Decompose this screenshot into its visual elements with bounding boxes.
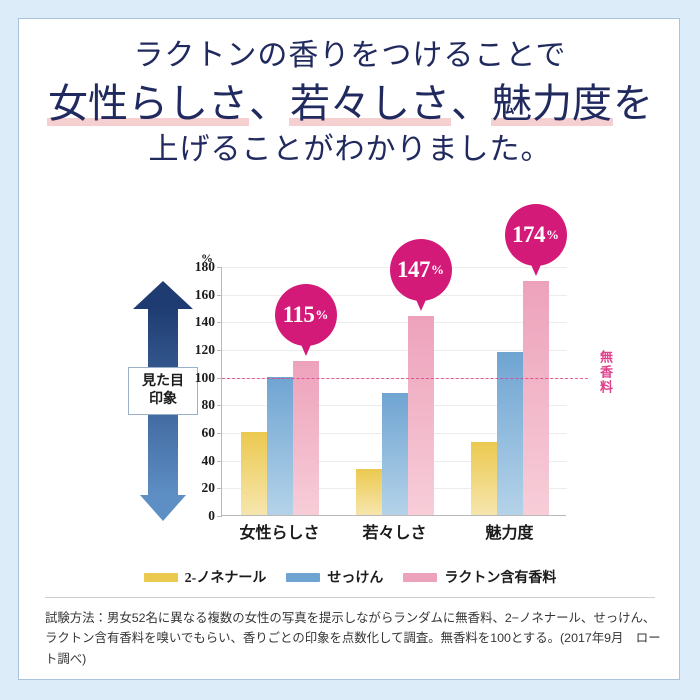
callout-number: 147	[397, 256, 431, 282]
y-axis-tick	[217, 377, 222, 379]
gridline	[222, 350, 567, 351]
x-axis-label: 女性らしさ	[239, 525, 320, 542]
gridline	[222, 294, 567, 296]
headline-highlight-term: 若々しさ	[289, 81, 451, 126]
arrow-up-label: アップ	[201, 311, 216, 356]
value-callout-bubble: 115%	[274, 284, 337, 347]
gridline	[222, 322, 567, 324]
y-axis-unit: %	[201, 251, 213, 265]
callout-unit: %	[546, 227, 559, 243]
y-axis-tick-label: 20	[201, 480, 216, 496]
y-axis-tick	[217, 294, 222, 296]
bar	[381, 393, 408, 515]
callout-number: 115	[282, 302, 315, 328]
legend-swatch	[143, 572, 178, 582]
bar	[470, 441, 497, 515]
value-callout-bubble: 174%	[504, 204, 567, 267]
bar	[355, 469, 382, 515]
value-callout-bubble: 147%	[389, 238, 452, 301]
y-axis-tick-label: 160	[194, 286, 215, 302]
impression-box-line-2: 印象	[149, 391, 177, 407]
legend-item: せっけん	[286, 567, 383, 587]
headline-highlight-term: 女性らしさ	[47, 81, 249, 126]
y-axis-tick-label: 100	[194, 369, 215, 385]
legend-item: ラクトン含有香料	[403, 567, 556, 587]
headline-line-2: 女性らしさ、若々しさ、魅力度を	[19, 81, 681, 126]
legend-swatch	[403, 572, 438, 582]
y-axis-tick-label: 120	[194, 342, 215, 357]
y-axis-tick	[217, 516, 222, 517]
reference-line	[222, 377, 588, 379]
callout-unit: %	[315, 307, 329, 323]
y-axis-tick	[217, 322, 222, 324]
y-axis-tick	[217, 350, 222, 351]
legend-label: せっけん	[327, 571, 384, 586]
y-axis-tick	[217, 405, 222, 407]
y-axis-tick-label: 180	[194, 259, 215, 274]
bar-chart: % 0 20 40 60 80 100 120 140 160 180 女性らしさ 115% 若々しさ 1…	[19, 204, 681, 542]
bar	[407, 315, 434, 515]
headline: ラクトンの香りをつけることで 女性らしさ、若々しさ、魅力度を 上げることがわかり…	[19, 41, 681, 165]
y-axis-tick-label: 140	[194, 314, 215, 330]
y-axis-tick-label: 60	[201, 425, 216, 440]
y-axis-tick	[217, 460, 222, 462]
y-axis-tick-label: 0	[208, 508, 215, 523]
bar	[240, 432, 267, 515]
callout-number: 174	[512, 222, 546, 248]
callout-unit: %	[431, 261, 444, 277]
bar	[496, 351, 523, 515]
arrow-down-label: ダウン	[201, 446, 216, 491]
y-axis-tick	[217, 433, 222, 434]
plot-area: 0 20 40 60 80 100 120 140 160 180 女性らしさ 115% 若々しさ 147…	[195, 204, 613, 542]
bar	[522, 281, 549, 515]
legend-item: 2-ノネナール	[143, 567, 267, 587]
x-axis-label: 魅力度	[485, 525, 534, 542]
headline-plain-text: を	[613, 81, 653, 126]
bar	[292, 361, 319, 515]
y-axis-tick	[217, 267, 222, 268]
headline-highlight-term: 魅力度	[491, 81, 613, 126]
legend-label: 2-ノネナール	[184, 571, 267, 586]
arrow-up-head-icon	[133, 281, 193, 309]
headline-plain-text: 、	[249, 81, 289, 126]
chart-legend: 2-ノネナール せっけん ラクトン含有香料	[19, 567, 681, 587]
headline-plain-text: 、	[451, 81, 491, 126]
y-axis-tick-label: 80	[201, 397, 216, 413]
impression-box-line-1: 見た目	[142, 374, 184, 389]
y-axis-tick	[217, 488, 222, 490]
reference-line-label: 無香料	[598, 349, 613, 395]
impression-box: 見た目 印象	[128, 367, 198, 415]
headline-line-1: ラクトンの香りをつけることで	[133, 39, 567, 72]
impression-arrow: アップ ダウン 見た目 印象	[128, 281, 216, 521]
footnote-text: 試験方法：男女52名に異なる複数の女性の写真を提示しながらランダムに無香料、2−…	[45, 611, 661, 666]
arrow-down-head-icon	[140, 495, 186, 521]
legend-label: ラクトン含有香料	[444, 571, 557, 586]
infographic-card: ラクトンの香りをつけることで 女性らしさ、若々しさ、魅力度を 上げることがわかり…	[18, 18, 680, 680]
footnote-divider	[45, 597, 655, 598]
legend-swatch	[286, 572, 321, 582]
headline-line-3: 上げることがわかりました。	[148, 133, 552, 166]
x-axis-label: 若々しさ	[362, 525, 427, 542]
y-axis-tick-label: 40	[201, 452, 216, 468]
bar	[266, 376, 293, 515]
